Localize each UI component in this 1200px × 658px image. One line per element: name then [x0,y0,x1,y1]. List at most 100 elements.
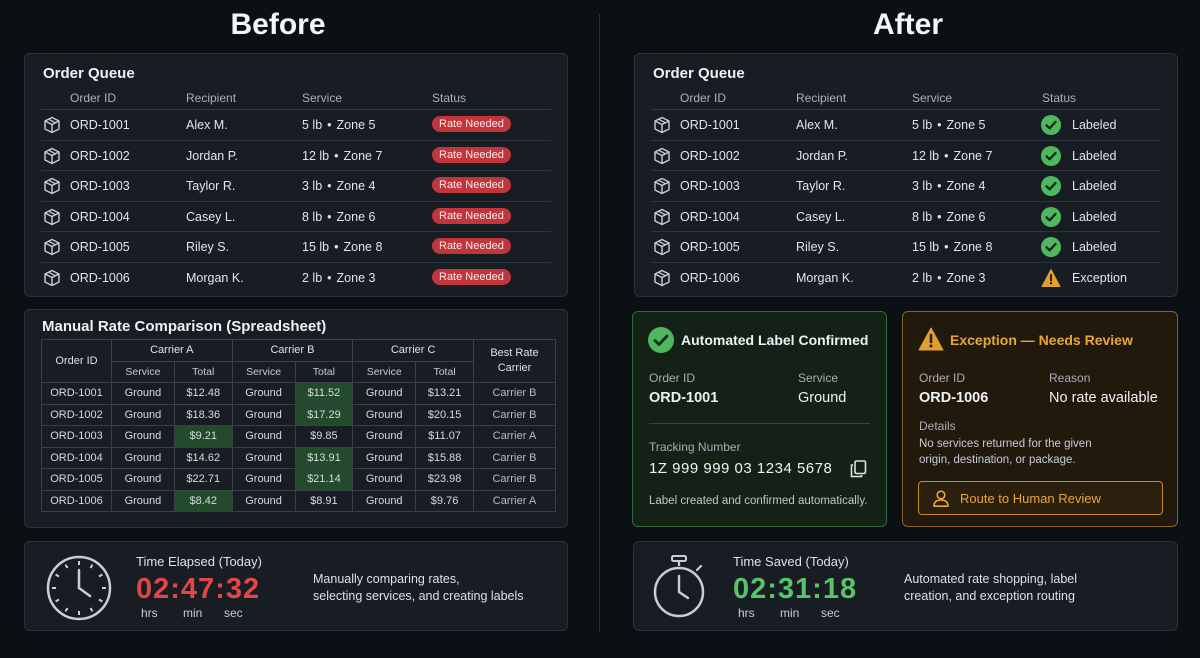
best-rate-carrier: Carrier B [473,468,556,491]
desc-line: selecting services, and creating labels [313,589,524,603]
col-order-id: Order ID [680,91,727,105]
time-saved-desc: Automated rate shopping, label creation,… [904,571,1077,605]
table-row[interactable]: ORD-1006 Morgan K. 2 lb • Zone 3 Rate Needed [41,263,551,294]
separator: • [944,240,949,254]
col-recipient: Recipient [186,91,237,105]
service: 8 lb • Zone 6 [912,210,985,224]
table-row[interactable]: ORD-1005 Riley S. 15 lb • Zone 8 Rate Needed [41,232,551,263]
sheet-row: ORD-1005 Ground $22.71 Ground $21.14 Ground $2… [41,468,556,491]
route-button-label: Route to Human Review [960,491,1101,506]
table-row[interactable]: ORD-1001 Alex M. 5 lb • Zone 5 Rate Needed [41,110,551,141]
carrier-b-total: $17.29 [294,403,354,426]
table-row[interactable]: ORD-1003 Taylor R. 3 lb • Zone 4 Labeled [651,171,1161,202]
carrier-b-service: Ground [231,403,296,426]
table-row[interactable]: ORD-1005 Riley S. 15 lb • Zone 8 Labeled [651,232,1161,263]
desc-line: Automated rate shopping, label [904,572,1078,586]
service: 5 lb • Zone 5 [302,118,375,132]
status-badge: Rate Needed [432,268,511,285]
zone: Zone 4 [336,179,376,193]
table-row[interactable]: ORD-1006 Morgan K. 2 lb • Zone 3 Exception [651,263,1161,294]
carrier-b-service: Ground [231,382,296,405]
route-to-human-review-button[interactable]: Route to Human Review [918,481,1163,515]
table-row[interactable]: ORD-1003 Taylor R. 3 lb • Zone 4 Rate Needed [41,171,551,202]
table-row[interactable]: ORD-1001 Alex M. 5 lb • Zone 5 Labeled [651,110,1161,141]
best-rate-carrier: Carrier B [473,382,556,405]
time-saved-label: Time Saved (Today) [733,554,849,569]
sheet-row: ORD-1004 Ground $14.62 Ground $13.91 Ground $1… [41,446,556,469]
zone: Zone 7 [343,148,383,163]
carrier-c-service: Ground [352,489,417,512]
separator: • [327,179,332,193]
package-icon [44,238,60,256]
order-queue-title: Order Queue [653,65,745,82]
recipient: Riley S. [796,240,840,254]
status-text: Labeled [1072,209,1117,224]
carrier-b-total: $13.91 [294,446,354,469]
package-icon [44,177,60,195]
table-row[interactable]: ORD-1004 Casey L. 8 lb • Zone 6 Labeled [651,202,1161,232]
time-elapsed-value: 02:47:32 [136,573,261,605]
table-row[interactable]: ORD-1002 Jordan P. 12 lb • Zone 7 Labeled [651,141,1161,171]
zone: Zone 5 [946,118,986,132]
order-id: ORD-1004 [70,209,130,224]
package-icon [654,269,670,286]
package-icon [44,116,60,134]
carrier-a-service: Ground [111,468,175,491]
sheet-sub-total: Total [294,360,354,383]
clock-icon [46,555,112,621]
best-rate-carrier: Carrier A [473,489,556,512]
confirmed-title: Automated Label Confirmed [681,332,869,348]
sheet-order-id: ORD-1005 [41,468,112,491]
copy-icon[interactable] [850,460,867,478]
sheet-sub-total: Total [173,360,233,383]
carrier-c-total: $20.15 [415,403,474,426]
check-circle-icon [1041,176,1061,196]
weight: 12 lb [302,148,330,163]
order-id: ORD-1003 [680,179,740,193]
after-heading: After [872,8,943,41]
order-id: ORD-1006 [70,270,130,285]
sheet-order-id-header: Order ID [41,339,112,383]
carrier-a-service: Ground [111,403,175,426]
zone: Zone 4 [946,179,986,193]
rate-table: Order ID Carrier A Carrier B Carrier C B… [41,339,556,512]
desc-line: creation, and exception routing [904,589,1075,603]
sheet-sub-total: Total [415,360,474,383]
package-icon [654,177,670,195]
exception-title: Exception — Needs Review [950,332,1133,348]
sheet-order-id: ORD-1006 [41,489,112,512]
sheet-row: ORD-1006 Ground $8.42 Ground $8.91 Ground $9.7… [41,489,556,512]
table-row[interactable]: ORD-1002 Jordan P. 12 lb • Zone 7 Rate Needed [41,141,551,171]
carrier-c-total: $13.21 [415,382,474,405]
table-row[interactable]: ORD-1004 Casey L. 8 lb • Zone 6 Rate Needed [41,202,551,232]
separator: • [327,270,332,285]
zone: Zone 5 [336,118,376,132]
unit-min: min [183,606,203,620]
package-icon [44,269,60,286]
order-queue-header: Order ID Recipient Service Status [41,90,551,110]
service: 15 lb • Zone 8 [912,240,992,254]
carrier-a-service: Ground [111,425,175,448]
zone: Zone 6 [946,209,986,224]
carrier-c-total: $23.98 [415,468,474,491]
status-badge: Rate Needed [432,116,511,132]
order-id: ORD-1002 [70,148,130,163]
time-saved-panel: Time Saved (Today) 02:31:18 hrs min sec … [633,541,1178,631]
carrier-a-total: $22.71 [173,468,233,491]
sheet-sub-service: Service [111,360,175,383]
service: 2 lb • Zone 3 [302,271,375,285]
stopwatch-icon [653,555,705,618]
exception-order-id-label: Order ID [919,371,966,385]
recipient: Riley S. [186,240,230,254]
order-id: ORD-1004 [680,209,740,224]
details-line: No services returned for the given [919,438,1092,450]
service: 15 lb • Zone 8 [302,240,382,254]
sheet-carrier-c-header: Carrier C [352,339,474,362]
col-status: Status [432,91,467,105]
recipient: Taylor R. [186,179,236,193]
unit-hrs: hrs [738,606,755,620]
best-header-line1: Best Rate [490,347,539,359]
order-queue-after: Order Queue Order ID Recipient Service S… [634,53,1178,297]
status-badge: Rate Needed [432,177,511,193]
service: 12 lb • Zone 7 [912,149,992,163]
